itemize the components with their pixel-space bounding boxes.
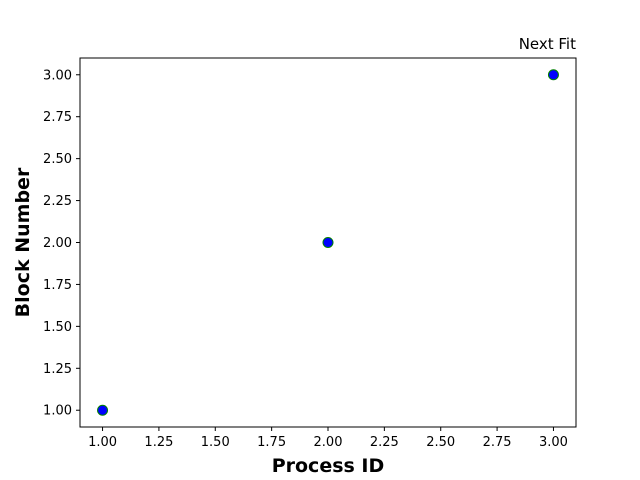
ticks: 1.00 1.25 1.50 1.75 2.00 2.25 2.50 2.75 3.00 1.00… xyxy=(43,68,568,450)
y-tick-label: 1.75 xyxy=(43,278,72,293)
data-points xyxy=(97,69,559,416)
x-tick-label: 1.75 xyxy=(257,435,286,450)
x-tick-label: 2.25 xyxy=(370,435,399,450)
y-tick-label: 1.50 xyxy=(43,320,72,335)
x-tick-label: 1.25 xyxy=(144,435,173,450)
x-tick-label: 1.50 xyxy=(201,435,230,450)
x-tick-label: 1.00 xyxy=(88,435,117,450)
y-tick-label: 1.00 xyxy=(43,404,72,419)
y-tick-label: 3.00 xyxy=(43,68,72,83)
y-axis-title: Block Number xyxy=(12,167,34,317)
plot-area-frame xyxy=(79,57,577,428)
data-point xyxy=(547,69,559,81)
x-axis-title: Process ID xyxy=(272,455,385,477)
x-tick-label: 3.00 xyxy=(539,435,568,450)
data-point xyxy=(97,404,109,416)
chart-title: Next Fit xyxy=(519,35,576,53)
y-tick-label: 2.50 xyxy=(43,152,72,167)
y-tick-label: 1.25 xyxy=(43,362,72,377)
data-point xyxy=(322,237,334,248)
x-tick-label: 2.50 xyxy=(426,435,455,450)
x-tick-label: 2.75 xyxy=(483,435,512,450)
x-tick-label: 2.00 xyxy=(314,435,343,450)
y-tick-label: 2.75 xyxy=(43,110,72,125)
y-tick-label: 2.25 xyxy=(43,194,72,209)
y-tick-label: 2.00 xyxy=(43,236,72,251)
